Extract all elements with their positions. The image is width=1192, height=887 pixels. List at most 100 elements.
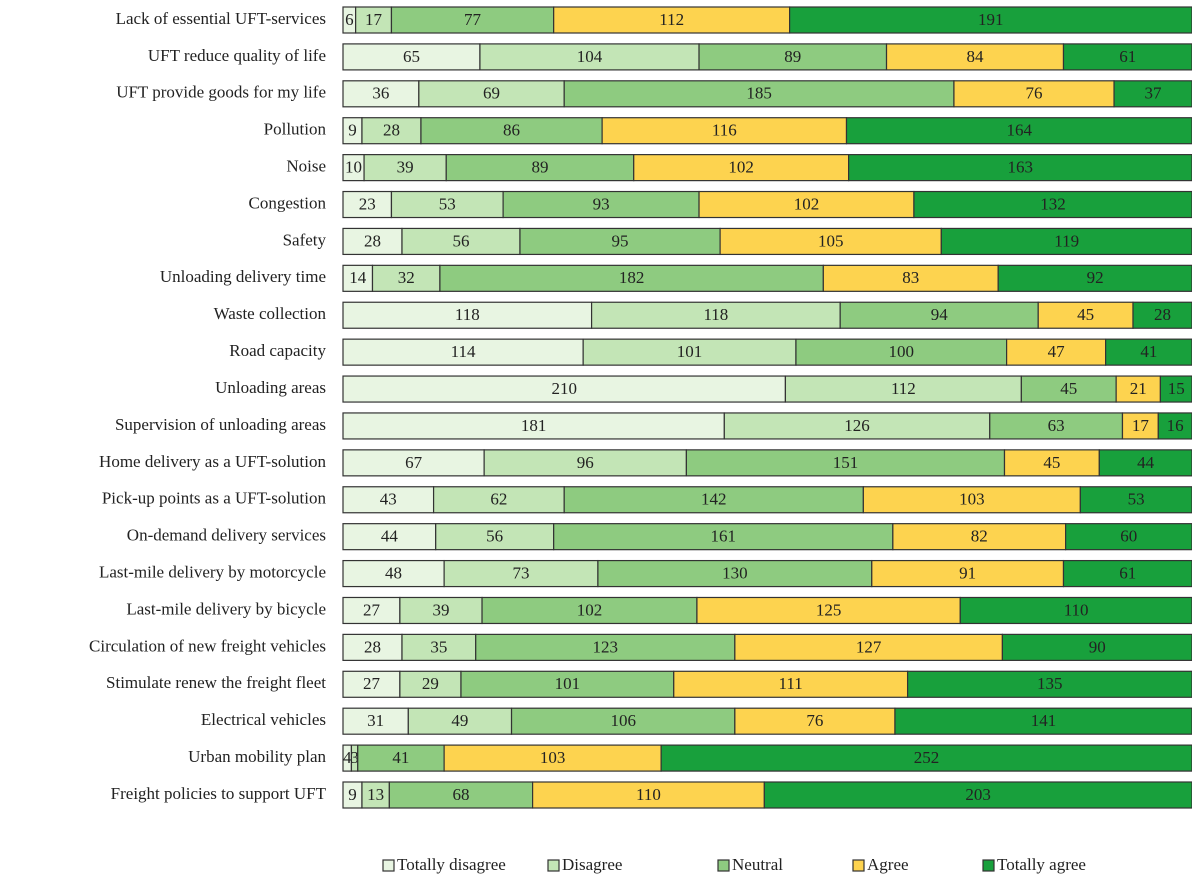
data-label: 116 bbox=[712, 121, 737, 140]
data-label: 95 bbox=[612, 231, 629, 250]
data-label: 119 bbox=[1054, 231, 1079, 250]
bar-segment bbox=[763, 781, 1192, 809]
bar-segment bbox=[532, 781, 765, 809]
category-label: Circulation of new freight vehicles bbox=[89, 636, 326, 655]
data-label: 185 bbox=[746, 84, 772, 103]
bar-segment bbox=[997, 264, 1192, 292]
category-label: Home delivery as a UFT-solution bbox=[99, 452, 326, 471]
bar-segment bbox=[913, 190, 1192, 219]
bar-segment bbox=[481, 596, 698, 625]
data-label: 10 bbox=[345, 158, 362, 177]
data-label: 6 bbox=[345, 10, 354, 29]
data-label: 28 bbox=[364, 637, 381, 656]
data-label: 16 bbox=[1167, 416, 1184, 435]
data-label: 86 bbox=[503, 121, 520, 140]
bar-segment bbox=[445, 154, 635, 182]
data-label: 49 bbox=[451, 711, 468, 730]
data-label: 110 bbox=[636, 785, 661, 804]
data-label: 84 bbox=[967, 47, 985, 66]
data-label: 56 bbox=[452, 231, 469, 250]
data-label: 101 bbox=[677, 342, 703, 361]
data-label: 103 bbox=[540, 748, 566, 767]
legend-label: Agree bbox=[867, 855, 909, 874]
data-label: 126 bbox=[844, 416, 870, 435]
data-label: 181 bbox=[521, 416, 547, 435]
data-label: 127 bbox=[856, 637, 882, 656]
data-label: 142 bbox=[701, 490, 727, 509]
category-label: Unloading delivery time bbox=[160, 267, 326, 286]
bar-segment bbox=[563, 486, 864, 514]
category-label: Supervision of unloading areas bbox=[115, 415, 326, 434]
bar-segment bbox=[1098, 449, 1192, 477]
bar-segment bbox=[342, 412, 725, 440]
bar-segment bbox=[363, 154, 447, 182]
data-label: 45 bbox=[1060, 379, 1077, 398]
data-label: 83 bbox=[902, 268, 919, 287]
bar-segment bbox=[719, 227, 942, 256]
bar-segment bbox=[845, 117, 1192, 145]
data-label: 44 bbox=[1137, 453, 1155, 472]
data-label: 61 bbox=[1119, 563, 1136, 582]
data-label: 68 bbox=[452, 785, 469, 804]
bar-segment bbox=[1003, 449, 1100, 477]
bar-segment bbox=[822, 264, 999, 292]
data-label: 101 bbox=[555, 674, 581, 693]
legend-swatch bbox=[852, 859, 865, 872]
data-label: 118 bbox=[455, 305, 480, 324]
data-label: 3 bbox=[350, 748, 359, 767]
bar-segment bbox=[420, 117, 603, 145]
bar-segment bbox=[407, 707, 513, 735]
data-label: 41 bbox=[1140, 342, 1157, 361]
bar-segment bbox=[734, 633, 1003, 661]
bar-segment bbox=[789, 6, 1192, 34]
data-label: 114 bbox=[451, 342, 476, 361]
data-label: 118 bbox=[703, 305, 728, 324]
bar-segment bbox=[342, 633, 403, 661]
data-label: 44 bbox=[381, 527, 399, 546]
category-label: Pollution bbox=[264, 120, 327, 139]
bar-segment bbox=[906, 670, 1192, 698]
data-label: 105 bbox=[818, 231, 844, 250]
data-label: 21 bbox=[1130, 379, 1147, 398]
data-label: 130 bbox=[722, 563, 748, 582]
category-label: Waste collection bbox=[214, 304, 327, 323]
data-label: 65 bbox=[403, 47, 420, 66]
data-label: 53 bbox=[1128, 490, 1145, 509]
data-label: 151 bbox=[833, 453, 859, 472]
data-label: 17 bbox=[365, 10, 383, 29]
data-label: 37 bbox=[1145, 84, 1163, 103]
bar-segment bbox=[502, 190, 700, 219]
category-label: UFT reduce quality of life bbox=[148, 46, 326, 65]
data-label: 93 bbox=[593, 194, 610, 213]
data-label: 102 bbox=[577, 600, 603, 619]
bar-segment bbox=[698, 190, 915, 219]
data-label: 103 bbox=[959, 490, 985, 509]
data-label: 67 bbox=[405, 453, 423, 472]
data-label: 41 bbox=[392, 748, 409, 767]
bar-segment bbox=[795, 338, 1008, 366]
data-label: 15 bbox=[1168, 379, 1185, 398]
category-label: Noise bbox=[286, 157, 326, 176]
data-label: 203 bbox=[965, 785, 991, 804]
bar-segment bbox=[342, 486, 435, 514]
data-label: 91 bbox=[959, 563, 976, 582]
bar-segment bbox=[894, 707, 1192, 735]
bar-segment bbox=[1113, 80, 1192, 108]
legend-label: Totally disagree bbox=[397, 855, 506, 874]
data-label: 135 bbox=[1037, 674, 1063, 693]
bar-segment bbox=[940, 227, 1192, 256]
data-label: 28 bbox=[1154, 305, 1171, 324]
data-label: 27 bbox=[363, 600, 381, 619]
data-label: 13 bbox=[367, 785, 384, 804]
bar-segment bbox=[342, 449, 485, 477]
bar-segment bbox=[342, 338, 584, 366]
bar-segment bbox=[361, 781, 390, 809]
category-label: Urban mobility plan bbox=[188, 747, 326, 766]
data-label: 43 bbox=[380, 490, 397, 509]
data-label: 161 bbox=[711, 527, 737, 546]
bar-segment bbox=[871, 559, 1065, 588]
legend-label: Totally agree bbox=[997, 855, 1086, 874]
data-label: 182 bbox=[619, 268, 645, 287]
bar-segment bbox=[435, 523, 555, 551]
data-label: 82 bbox=[971, 527, 988, 546]
